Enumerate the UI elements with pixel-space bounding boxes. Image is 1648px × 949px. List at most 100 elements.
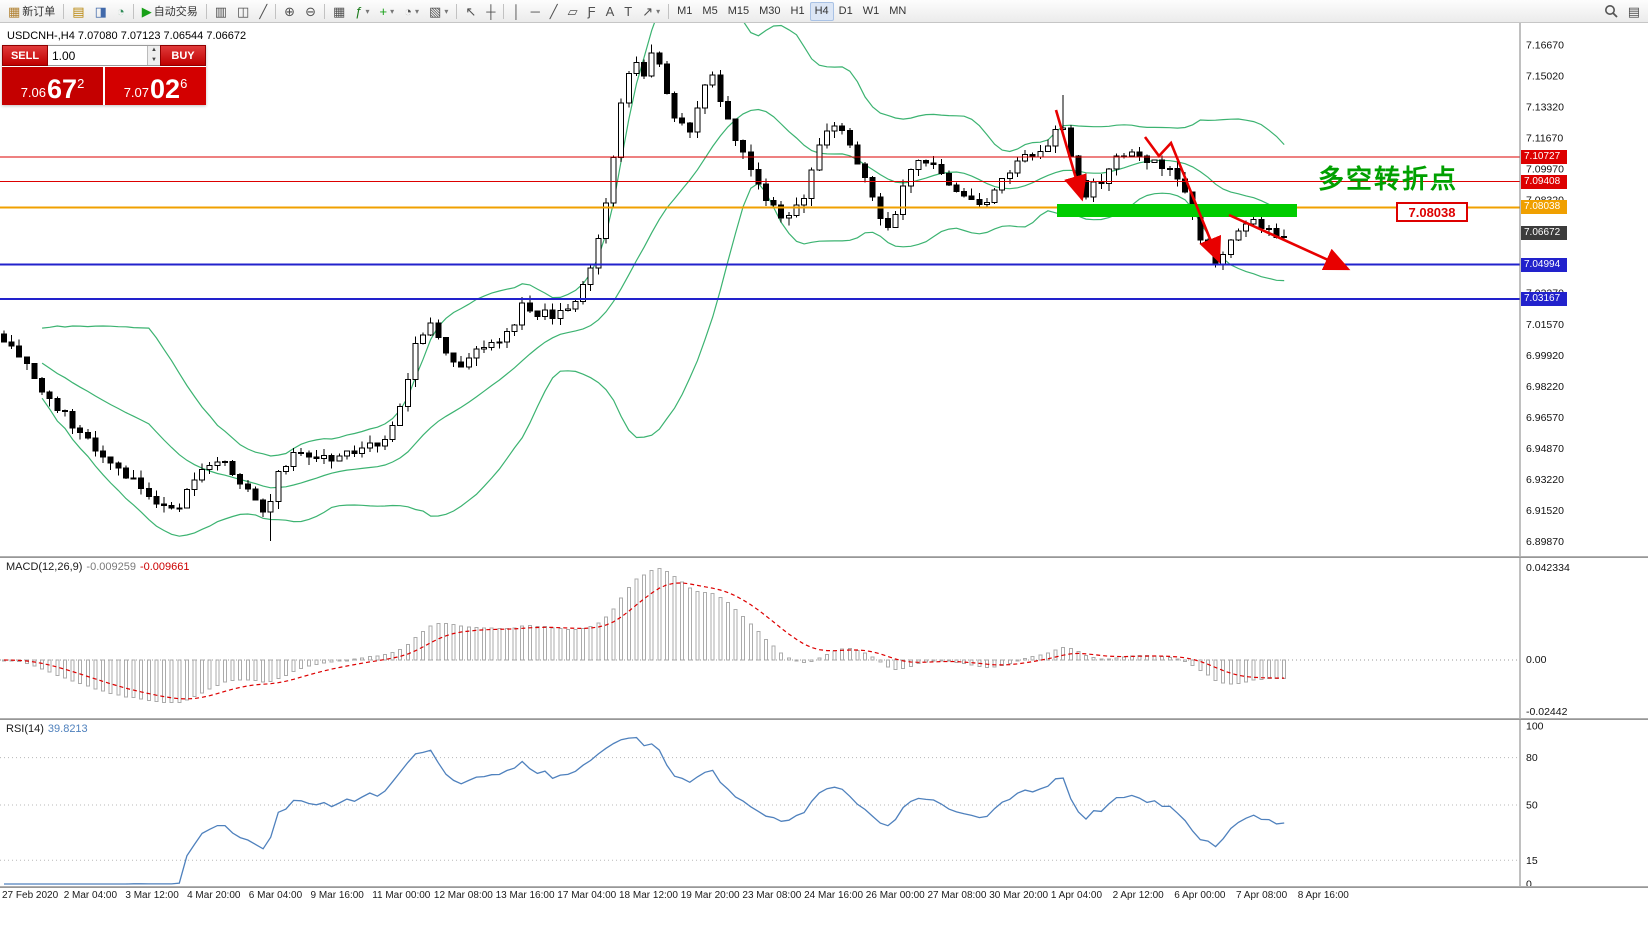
toolbar-separator — [205, 3, 207, 19]
panel-splitter[interactable] — [0, 718, 1648, 720]
time-axis-label: 8 Apr 16:00 — [1297, 890, 1349, 901]
alerts-icon[interactable]: ◔ — [116, 3, 125, 19]
time-axis-label: 4 Mar 20:00 — [187, 890, 241, 901]
time-axis-label: 18 Mar 12:00 — [619, 890, 678, 901]
tf-w1[interactable]: W1 — [862, 5, 880, 17]
sell-button[interactable]: SELL — [2, 45, 48, 66]
bid-subpip: 2 — [77, 76, 85, 91]
rsi-label: RSI(14) 39.8213 — [6, 723, 88, 735]
tf-h1[interactable]: H1 — [790, 5, 805, 17]
macd-signal-line — [3, 582, 1285, 700]
volume-input[interactable] — [48, 46, 147, 65]
text-icon[interactable]: A — [605, 3, 615, 19]
zoom-in-icon[interactable]: ⊕ — [284, 3, 296, 19]
charts-icon[interactable]: ▤ — [72, 3, 85, 19]
volume-up-button[interactable]: ▲ — [148, 46, 160, 56]
svg-text:7.16670: 7.16670 — [1526, 40, 1564, 52]
chart-title: USDCNH-,H4 7.07080 7.07123 7.06544 7.066… — [7, 30, 247, 42]
tf-d1[interactable]: D1 — [838, 5, 853, 17]
toolbar-separator — [275, 3, 277, 19]
main-chart-canvas[interactable]: 7.166707.150207.133207.116707.099707.083… — [0, 23, 1648, 556]
toolbar-separator — [323, 3, 325, 19]
chinese-annotation-text[interactable]: 多空转折点 — [1318, 164, 1459, 194]
new-order-button[interactable]: ▦ 新订单 — [8, 3, 56, 19]
time-axis-label: 7 Apr 08:00 — [1236, 890, 1288, 901]
candlestick-chart-icon[interactable]: ◫ — [237, 3, 250, 19]
svg-text:50: 50 — [1526, 800, 1538, 812]
line-chart-icon[interactable]: ╱ — [259, 3, 268, 19]
rsi-scale-labels: 100 80 50 15 0 — [1526, 721, 1544, 887]
svg-text:0.042334: 0.042334 — [1526, 562, 1570, 574]
crosshair-icon[interactable]: ┼ — [486, 3, 496, 19]
price-tag: 7.03167 — [1521, 291, 1567, 306]
svg-text:7.13320: 7.13320 — [1526, 102, 1564, 114]
ask-price-button[interactable]: 7.07 02 6 — [105, 67, 206, 105]
time-axis-label: 26 Mar 00:00 — [865, 890, 925, 901]
ask-pips: 02 — [150, 74, 181, 104]
price-annotation-box[interactable]: 7.08038 — [1396, 202, 1468, 222]
tf-m1[interactable]: M1 — [677, 5, 693, 17]
time-axis-label: 6 Apr 00:00 — [1174, 890, 1226, 901]
macd-canvas: 0.042334 0.00 -0.02442 — [0, 558, 1570, 718]
bid-main: 7.06 — [20, 85, 47, 100]
svg-text:7.15020: 7.15020 — [1526, 71, 1564, 83]
trendline-icon[interactable]: ╱ — [549, 3, 558, 19]
svg-text:6.99920: 6.99920 — [1526, 350, 1564, 362]
add-indicator-icon[interactable]: + ▾ — [379, 3, 395, 19]
one-click-trading-panel: SELL ▲ ▼ BUY 7.06 67 2 7.07 02 6 — [2, 45, 206, 105]
svg-text:6.93220: 6.93220 — [1526, 474, 1564, 486]
svg-text:100: 100 — [1526, 721, 1544, 733]
trend-arrow[interactable] — [1143, 136, 1222, 264]
time-axis-label: 6 Mar 04:00 — [248, 890, 303, 901]
bar-chart-icon[interactable]: ▥ — [214, 3, 228, 19]
zoom-out-icon[interactable]: ⊖ — [305, 3, 316, 19]
tf-m30[interactable]: M30 — [759, 5, 781, 17]
tf-mn[interactable]: MN — [889, 5, 907, 17]
svg-text:6.96570: 6.96570 — [1526, 412, 1564, 424]
trend-arrow[interactable] — [1054, 109, 1087, 202]
support-zone-rectangle[interactable] — [1057, 204, 1297, 217]
cursor-icon[interactable]: ↖ — [465, 3, 477, 19]
time-axis-label: 2 Mar 04:00 — [63, 890, 118, 901]
market-panel-icon[interactable]: ▤ — [1627, 3, 1640, 19]
periods-icon[interactable]: ◔ ▾ — [404, 3, 420, 19]
tf-h4[interactable]: H4 — [809, 1, 834, 21]
fibonacci-icon[interactable]: Ƒ — [587, 3, 596, 19]
arrow-tools-icon[interactable]: ↗ ▾ — [642, 3, 661, 19]
text-label-icon[interactable]: T — [624, 3, 633, 19]
time-axis: 27 Feb 2020 2 Mar 04:00 3 Mar 12:00 4 Mar 2… — [0, 888, 1648, 906]
bollinger-bands — [41, 23, 1285, 537]
profiles-icon[interactable]: ◨ — [94, 3, 107, 19]
trend-arrow[interactable] — [1228, 213, 1351, 271]
time-axis-label: 9 Mar 16:00 — [310, 890, 364, 901]
price-tag: 7.10727 — [1521, 149, 1567, 164]
tf-m15[interactable]: M15 — [727, 5, 750, 17]
volume-box: ▲ ▼ — [48, 45, 160, 66]
time-axis-label: 24 Mar 16:00 — [804, 890, 864, 901]
time-axis-label: 12 Mar 08:00 — [433, 890, 493, 901]
autotrading-button[interactable]: ▶ 自动交易 — [141, 3, 198, 19]
tf-m5[interactable]: M5 — [702, 5, 718, 17]
bid-pips: 67 — [47, 74, 78, 104]
panel-splitter[interactable] — [0, 886, 1648, 888]
toolbar-separator — [503, 3, 505, 19]
macd-label: MACD(12,26,9) -0.009259 -0.009661 — [6, 561, 190, 573]
svg-text:-0.02442: -0.02442 — [1526, 706, 1568, 718]
search-icon[interactable] — [1599, 2, 1623, 21]
panel-splitter[interactable] — [0, 556, 1648, 558]
ask-subpip: 6 — [180, 76, 188, 91]
bid-price-button[interactable]: 7.06 67 2 — [2, 67, 103, 105]
svg-text:7.01570: 7.01570 — [1526, 319, 1564, 331]
volume-down-button[interactable]: ▼ — [148, 55, 160, 65]
horizontal-line-icon[interactable]: ─ — [530, 3, 540, 19]
tile-windows-icon[interactable]: ▦ — [332, 3, 346, 19]
indicators-icon[interactable]: ƒ ▾ — [355, 3, 370, 19]
vertical-line-icon[interactable]: │ — [512, 3, 521, 19]
templates-icon[interactable]: ▧ ▾ — [429, 3, 449, 19]
channel-icon[interactable]: ▱ — [567, 3, 578, 19]
toolbar: ▦ 新订单 ▤ ◨ ◔ ▶ 自动交易 ▥ ◫ ╱ ⊕ ⊖ ▦ ƒ ▾ + ▾ ◔ ▾ ▧ ▾ ↖ ┼ │ ─ ╱ ▱ Ƒ A T ↗ ▾ M1 M… — [0, 0, 1648, 23]
price-tag: 7.09408 — [1521, 174, 1567, 189]
time-axis-label: 3 Mar 12:00 — [125, 890, 179, 901]
main-chart-panel[interactable]: 7.166707.150207.133207.116707.099707.083… — [0, 23, 1648, 556]
buy-button[interactable]: BUY — [160, 45, 206, 66]
